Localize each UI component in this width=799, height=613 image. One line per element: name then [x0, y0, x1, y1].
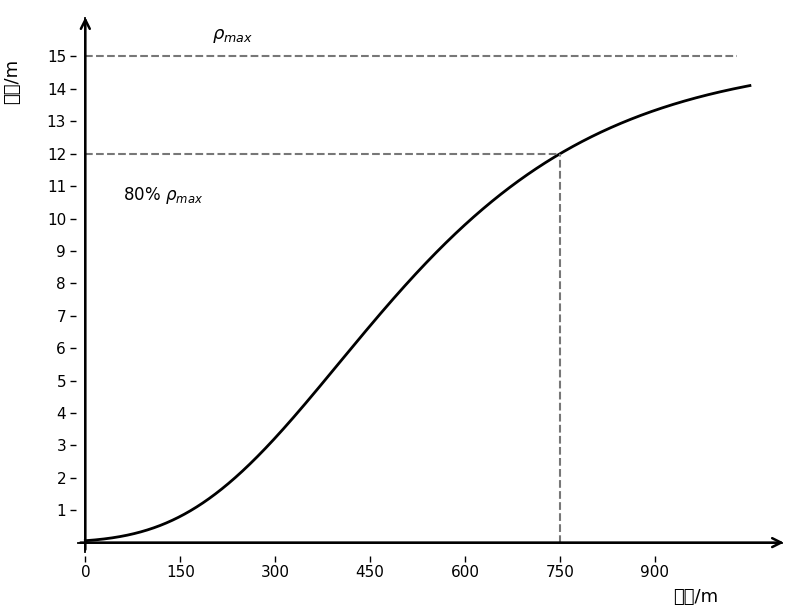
- Text: $\rho_{max}$: $\rho_{max}$: [212, 27, 253, 45]
- Text: 位置/m: 位置/m: [673, 588, 718, 606]
- Text: $80\%\ \rho_{max}$: $80\%\ \rho_{max}$: [123, 185, 204, 207]
- Text: 深度/m: 深度/m: [2, 59, 21, 104]
